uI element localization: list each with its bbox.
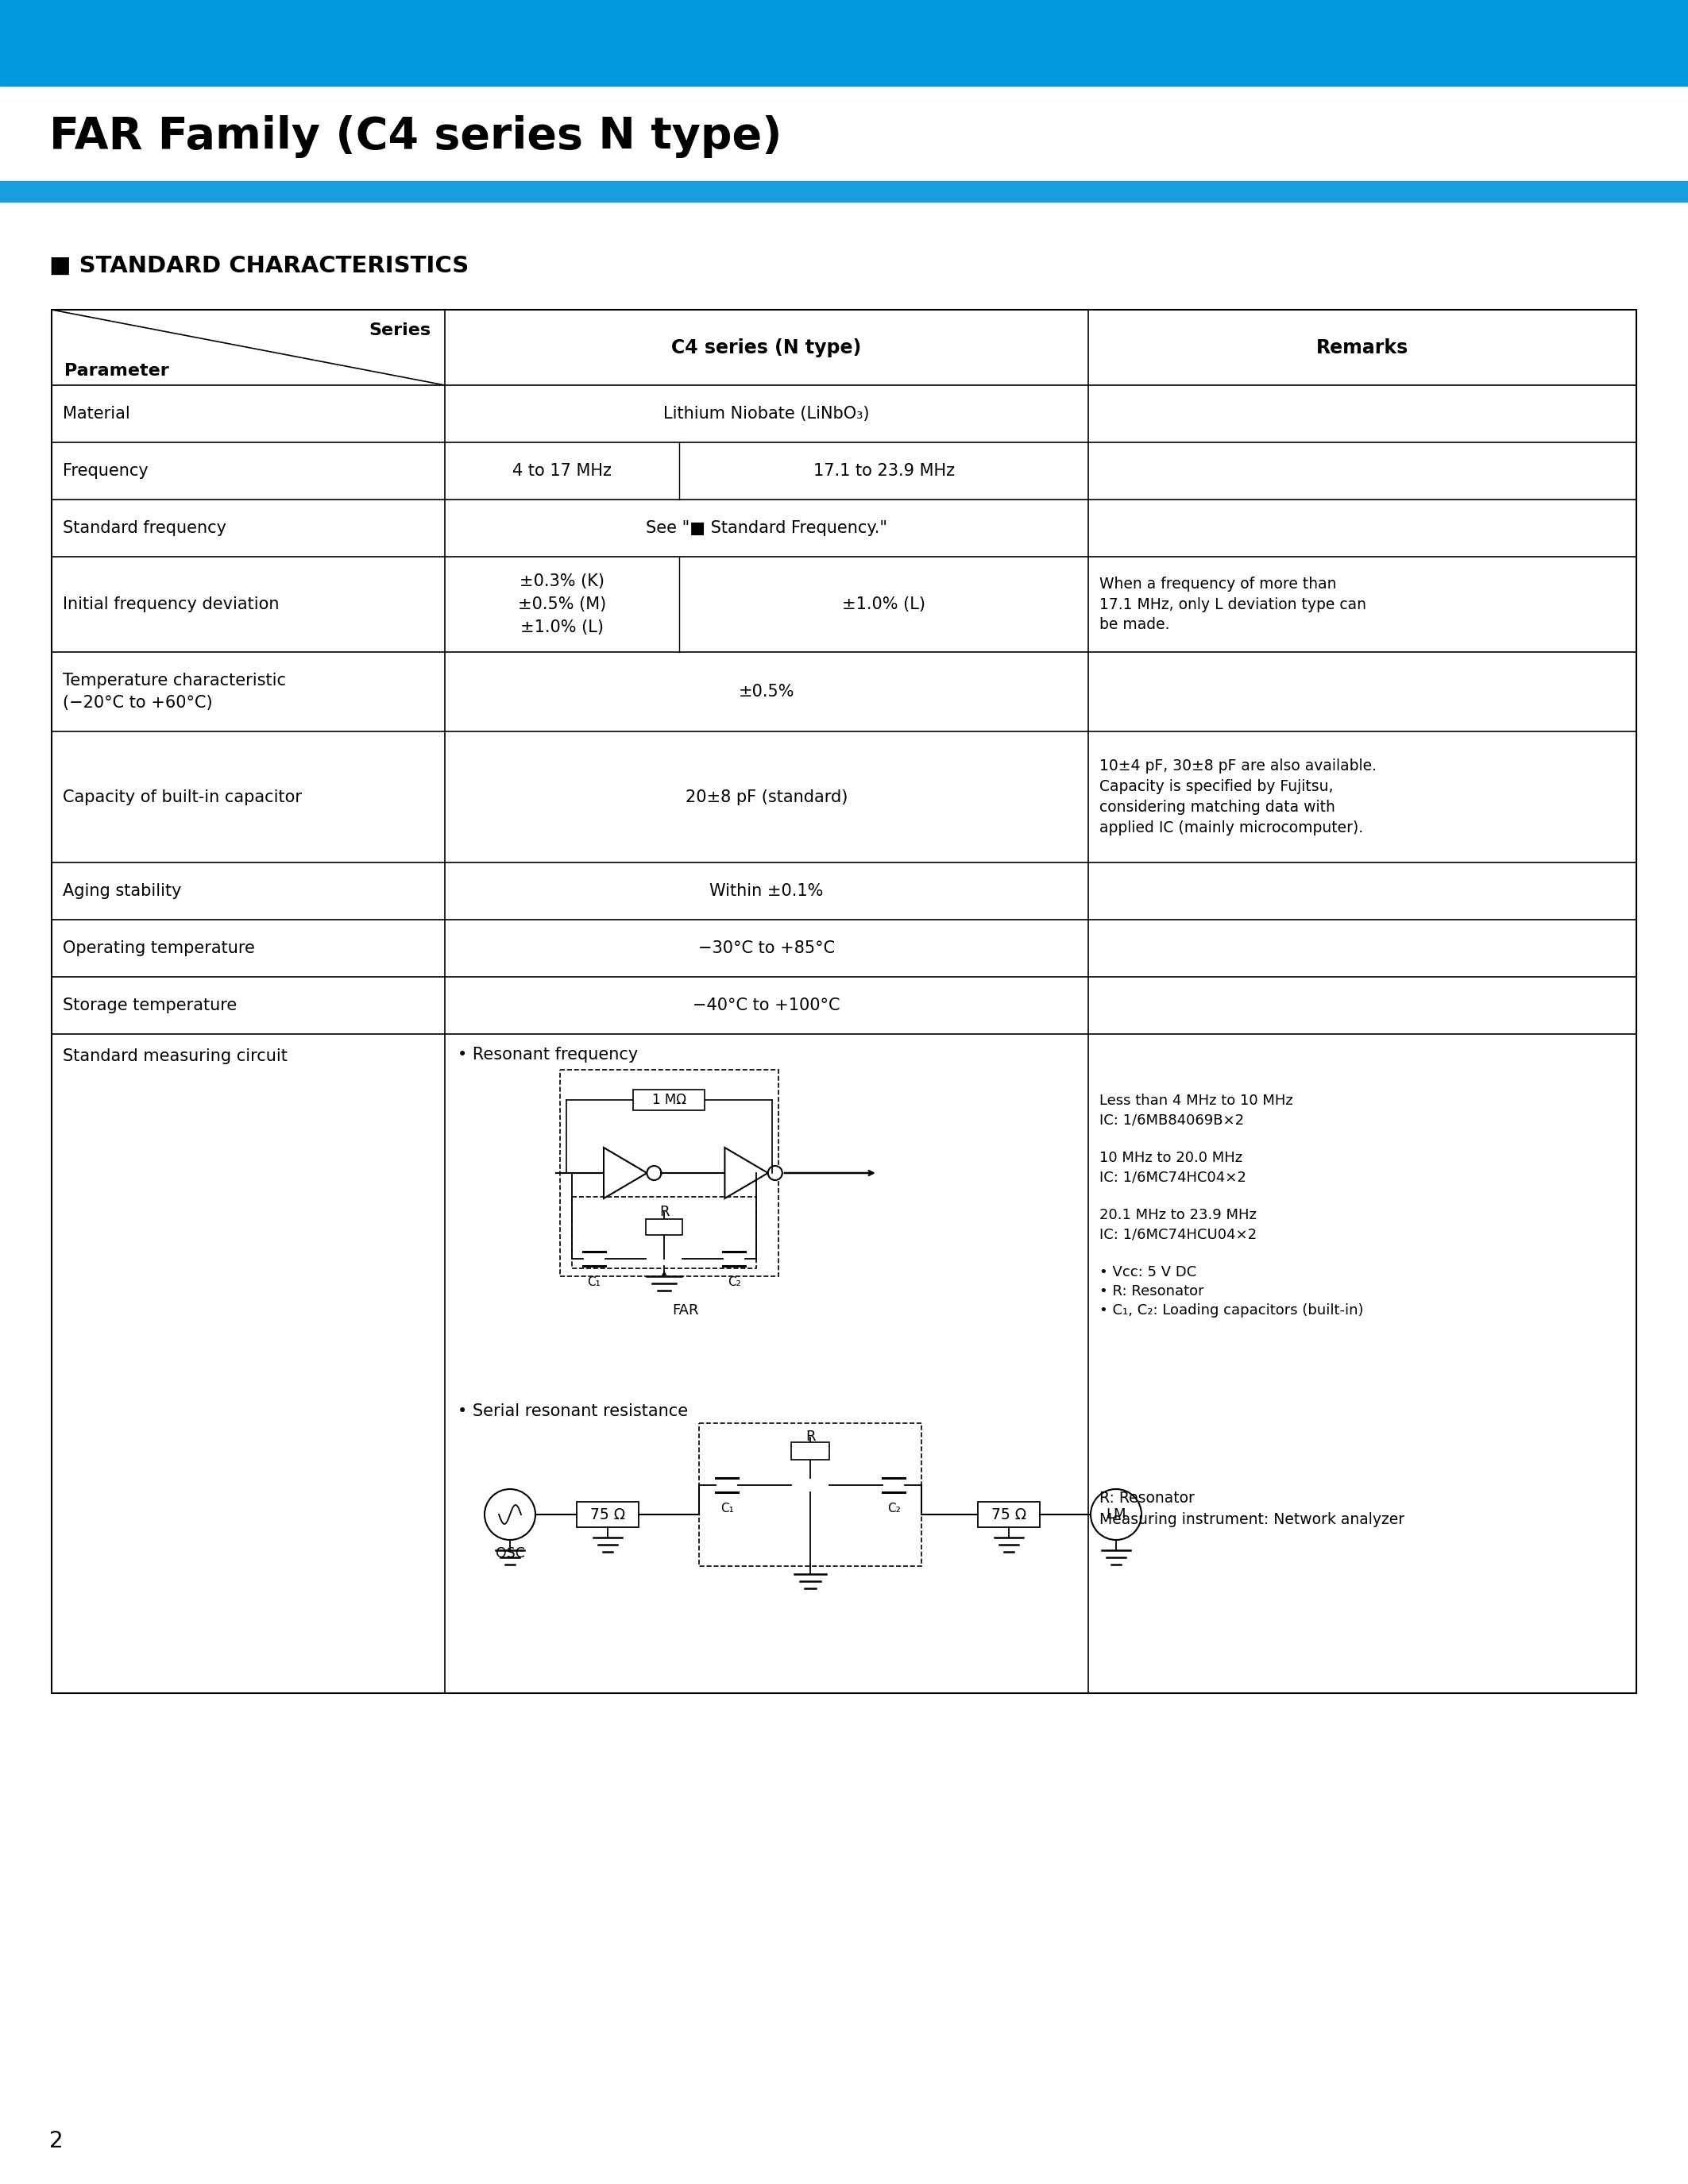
Text: Material: Material — [62, 406, 130, 422]
Bar — [560, 1070, 778, 1275]
Text: IC: 1/6MC74HCU04×2: IC: 1/6MC74HCU04×2 — [1099, 1227, 1258, 1241]
Text: LM: LM — [1106, 1507, 1126, 1522]
Text: Less than 4 MHz to 10 MHz: Less than 4 MHz to 10 MHz — [1099, 1094, 1293, 1107]
Text: 4 to 17 MHz: 4 to 17 MHz — [513, 463, 611, 478]
Bar — [977, 1503, 1040, 1527]
Text: Frequency: Frequency — [62, 463, 149, 478]
Bar — [792, 1441, 829, 1459]
Text: Parameter: Parameter — [64, 363, 169, 378]
Circle shape — [647, 1166, 662, 1179]
Text: IC: 1/6MB84069B×2: IC: 1/6MB84069B×2 — [1099, 1112, 1244, 1127]
Text: Lithium Niobate (LiNbO₃): Lithium Niobate (LiNbO₃) — [663, 406, 869, 422]
Text: Initial frequency deviation: Initial frequency deviation — [62, 596, 279, 612]
Text: 2: 2 — [49, 2129, 62, 2151]
Text: ±0.3% (K)
±0.5% (M)
±1.0% (L): ±0.3% (K) ±0.5% (M) ±1.0% (L) — [518, 574, 606, 636]
Text: C₁: C₁ — [587, 1275, 601, 1289]
Text: ■ STANDARD CHARACTERISTICS: ■ STANDARD CHARACTERISTICS — [49, 256, 469, 277]
Bar — [572, 1197, 756, 1269]
Polygon shape — [604, 1147, 647, 1199]
Text: 20.1 MHz to 23.9 MHz: 20.1 MHz to 23.9 MHz — [1099, 1208, 1256, 1223]
Text: Storage temperature: Storage temperature — [62, 998, 236, 1013]
Circle shape — [1090, 1489, 1141, 1540]
Bar — [0, 181, 1688, 201]
Bar — [633, 1090, 706, 1109]
Text: • Resonant frequency: • Resonant frequency — [457, 1046, 638, 1064]
Text: R: Resonator
Measuring instrument: Network analyzer: R: Resonator Measuring instrument: Netwo… — [1099, 1492, 1404, 1527]
Text: 10 MHz to 20.0 MHz: 10 MHz to 20.0 MHz — [1099, 1151, 1242, 1164]
Text: • R: Resonator: • R: Resonator — [1099, 1284, 1204, 1299]
Text: IC: 1/6MC74HC04×2: IC: 1/6MC74HC04×2 — [1099, 1171, 1246, 1184]
Text: R: R — [805, 1431, 815, 1444]
Text: • Vcc: 5 V DC: • Vcc: 5 V DC — [1099, 1265, 1197, 1280]
Text: • Serial resonant resistance: • Serial resonant resistance — [457, 1404, 689, 1420]
Text: C₁: C₁ — [721, 1503, 734, 1514]
Text: R: R — [660, 1206, 668, 1219]
Text: Temperature characteristic
(−20°C to +60°C): Temperature characteristic (−20°C to +60… — [62, 673, 285, 710]
Circle shape — [768, 1166, 782, 1179]
Text: Standard frequency: Standard frequency — [62, 520, 226, 535]
Text: 10±4 pF, 30±8 pF are also available.
Capacity is specified by Fujitsu,
consideri: 10±4 pF, 30±8 pF are also available. Cap… — [1099, 758, 1377, 834]
Bar — [0, 0, 1688, 85]
Text: Capacity of built-in capacitor: Capacity of built-in capacitor — [62, 788, 302, 806]
Text: ±1.0% (L): ±1.0% (L) — [842, 596, 925, 612]
Text: 20±8 pF (standard): 20±8 pF (standard) — [685, 788, 847, 806]
Bar — [699, 1424, 922, 1566]
Text: Aging stability: Aging stability — [62, 882, 182, 900]
Text: FAR: FAR — [672, 1304, 699, 1317]
Text: C₂: C₂ — [886, 1503, 900, 1514]
Text: Operating temperature: Operating temperature — [62, 941, 255, 957]
Bar — [577, 1503, 638, 1527]
Text: Series: Series — [368, 323, 430, 339]
Text: C4 series (N type): C4 series (N type) — [672, 339, 861, 356]
Text: Remarks: Remarks — [1317, 339, 1408, 356]
Text: FAR Family (C4 series N type): FAR Family (C4 series N type) — [49, 116, 782, 157]
Text: See "■ Standard Frequency.": See "■ Standard Frequency." — [647, 520, 888, 535]
Polygon shape — [724, 1147, 768, 1199]
Text: • C₁, C₂: Loading capacitors (built-in): • C₁, C₂: Loading capacitors (built-in) — [1099, 1304, 1364, 1317]
Text: 75 Ω: 75 Ω — [591, 1507, 625, 1522]
Text: C₂: C₂ — [728, 1275, 741, 1289]
Text: OSC: OSC — [495, 1546, 525, 1562]
Text: −40°C to +100°C: −40°C to +100°C — [692, 998, 841, 1013]
Text: −30°C to +85°C: −30°C to +85°C — [699, 941, 836, 957]
Circle shape — [484, 1489, 535, 1540]
Bar — [52, 310, 1636, 1693]
Text: ±0.5%: ±0.5% — [739, 684, 795, 699]
Text: 75 Ω: 75 Ω — [991, 1507, 1026, 1522]
Bar — [647, 1219, 682, 1234]
Text: Standard measuring circuit: Standard measuring circuit — [62, 1048, 287, 1064]
Text: 17.1 to 23.9 MHz: 17.1 to 23.9 MHz — [814, 463, 954, 478]
Text: 1 MΩ: 1 MΩ — [652, 1092, 687, 1107]
Text: When a frequency of more than
17.1 MHz, only L deviation type can
be made.: When a frequency of more than 17.1 MHz, … — [1099, 577, 1366, 633]
Text: Within ±0.1%: Within ±0.1% — [709, 882, 824, 900]
